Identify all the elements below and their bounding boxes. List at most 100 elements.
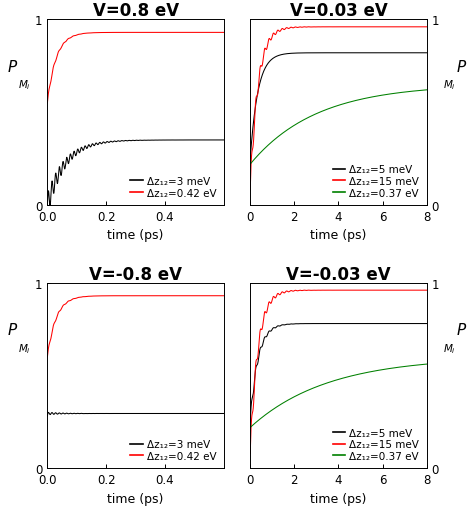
Title: V=0.03 eV: V=0.03 eV — [290, 2, 387, 20]
Title: V=-0.03 eV: V=-0.03 eV — [286, 265, 391, 283]
Text: $M_i$: $M_i$ — [18, 78, 31, 92]
Δz₁₂=0.37 eV — [420, 362, 426, 368]
Δz₁₂=3 meV — [112, 139, 118, 145]
Δz₁₂=15 meV — [310, 24, 316, 31]
Line: Δz₁₂=0.37 eV: Δz₁₂=0.37 eV — [250, 91, 427, 165]
Δz₁₂=0.42 eV — [120, 293, 126, 299]
Legend: Δz₁₂=5 meV, Δz₁₂=15 meV, Δz₁₂=0.37 eV: Δz₁₂=5 meV, Δz₁₂=15 meV, Δz₁₂=0.37 eV — [331, 426, 421, 463]
Δz₁₂=0.37 eV — [315, 111, 321, 117]
Line: Δz₁₂=5 meV: Δz₁₂=5 meV — [250, 324, 427, 422]
Δz₁₂=5 meV — [278, 323, 283, 329]
Line: Δz₁₂=0.37 eV: Δz₁₂=0.37 eV — [250, 364, 427, 428]
Δz₁₂=0.37 eV — [401, 364, 407, 370]
Δz₁₂=0.42 eV — [120, 30, 126, 36]
Δz₁₂=5 meV — [315, 321, 321, 327]
Δz₁₂=0.42 eV — [221, 293, 227, 299]
Δz₁₂=5 meV — [401, 50, 407, 56]
Δz₁₂=5 meV — [267, 59, 273, 65]
Δz₁₂=5 meV — [424, 50, 429, 56]
Line: Δz₁₂=0.42 eV: Δz₁₂=0.42 eV — [47, 33, 224, 104]
Δz₁₂=3 meV — [218, 137, 223, 144]
Δz₁₂=0.42 eV — [218, 30, 223, 36]
Legend: Δz₁₂=5 meV, Δz₁₂=15 meV, Δz₁₂=0.37 eV: Δz₁₂=5 meV, Δz₁₂=15 meV, Δz₁₂=0.37 eV — [331, 163, 421, 200]
Δz₁₂=15 meV — [401, 288, 407, 294]
Δz₁₂=3 meV — [47, 203, 53, 209]
Δz₁₂=5 meV — [267, 328, 273, 334]
Δz₁₂=0.37 eV — [420, 88, 426, 94]
Legend: Δz₁₂=3 meV, Δz₁₂=0.42 eV: Δz₁₂=3 meV, Δz₁₂=0.42 eV — [128, 437, 219, 463]
Δz₁₂=3 meV — [199, 411, 204, 417]
Δz₁₂=15 meV — [278, 28, 283, 34]
Δz₁₂=5 meV — [323, 50, 328, 56]
Δz₁₂=15 meV — [310, 288, 316, 294]
X-axis label: time (ps): time (ps) — [310, 229, 366, 242]
Text: $P$: $P$ — [7, 59, 18, 75]
Δz₁₂=15 meV — [278, 291, 283, 297]
Line: Δz₁₂=3 meV: Δz₁₂=3 meV — [47, 140, 224, 206]
Δz₁₂=0.37 eV — [278, 402, 283, 408]
Δz₁₂=15 meV — [401, 25, 407, 31]
Title: V=-0.8 eV: V=-0.8 eV — [89, 265, 182, 283]
Δz₁₂=0.37 eV — [315, 383, 321, 389]
Δz₁₂=3 meV — [46, 410, 51, 416]
Δz₁₂=5 meV — [278, 52, 283, 59]
Δz₁₂=15 meV — [267, 38, 273, 44]
Δz₁₂=3 meV — [65, 158, 71, 164]
Δz₁₂=0.37 eV — [247, 425, 253, 431]
Δz₁₂=3 meV — [112, 411, 118, 417]
Δz₁₂=0.42 eV — [199, 293, 204, 299]
Δz₁₂=5 meV — [401, 321, 407, 327]
Line: Δz₁₂=15 meV: Δz₁₂=15 meV — [250, 291, 427, 454]
Δz₁₂=0.37 eV — [267, 408, 273, 414]
Δz₁₂=5 meV — [247, 419, 253, 425]
Δz₁₂=0.42 eV — [112, 31, 118, 37]
Legend: Δz₁₂=3 meV, Δz₁₂=0.42 eV: Δz₁₂=3 meV, Δz₁₂=0.42 eV — [128, 175, 219, 200]
Text: $M_i$: $M_i$ — [443, 78, 456, 92]
Δz₁₂=3 meV — [75, 410, 81, 416]
Δz₁₂=0.42 eV — [173, 293, 179, 299]
Δz₁₂=0.42 eV — [178, 30, 184, 36]
Δz₁₂=0.37 eV — [323, 107, 328, 114]
Δz₁₂=3 meV — [65, 411, 71, 417]
Text: $P$: $P$ — [7, 322, 18, 337]
Δz₁₂=0.37 eV — [424, 361, 429, 367]
Δz₁₂=5 meV — [247, 156, 253, 162]
Δz₁₂=15 meV — [315, 288, 321, 294]
Δz₁₂=15 meV — [315, 24, 321, 31]
Δz₁₂=0.42 eV — [221, 30, 227, 36]
Δz₁₂=0.37 eV — [247, 162, 253, 168]
Δz₁₂=3 meV — [75, 147, 81, 153]
Δz₁₂=0.37 eV — [323, 381, 328, 387]
Δz₁₂=0.42 eV — [45, 354, 50, 360]
Δz₁₂=0.37 eV — [401, 90, 407, 96]
Δz₁₂=0.42 eV — [45, 101, 50, 107]
Line: Δz₁₂=3 meV: Δz₁₂=3 meV — [47, 413, 224, 416]
Text: $M_i$: $M_i$ — [18, 341, 31, 355]
Δz₁₂=15 meV — [247, 188, 253, 194]
Δz₁₂=3 meV — [45, 203, 50, 209]
Δz₁₂=3 meV — [120, 411, 126, 417]
Δz₁₂=3 meV — [218, 137, 224, 144]
Text: $P$: $P$ — [456, 322, 467, 337]
Δz₁₂=15 meV — [424, 25, 429, 31]
Δz₁₂=5 meV — [315, 50, 321, 56]
Δz₁₂=3 meV — [199, 137, 204, 144]
Δz₁₂=0.42 eV — [218, 293, 223, 299]
Title: V=0.8 eV: V=0.8 eV — [92, 2, 179, 20]
Δz₁₂=3 meV — [45, 413, 50, 419]
X-axis label: time (ps): time (ps) — [108, 229, 164, 242]
X-axis label: time (ps): time (ps) — [108, 492, 164, 504]
Δz₁₂=15 meV — [323, 25, 328, 31]
Δz₁₂=0.37 eV — [267, 141, 273, 147]
Δz₁₂=5 meV — [424, 321, 429, 327]
Text: $P$: $P$ — [456, 59, 467, 75]
Δz₁₂=15 meV — [424, 288, 429, 294]
Δz₁₂=3 meV — [218, 411, 223, 417]
Δz₁₂=15 meV — [323, 288, 328, 294]
Δz₁₂=0.37 eV — [278, 132, 283, 138]
Δz₁₂=5 meV — [332, 321, 338, 327]
Line: Δz₁₂=5 meV: Δz₁₂=5 meV — [250, 53, 427, 159]
Δz₁₂=15 meV — [247, 450, 253, 457]
Text: $M_i$: $M_i$ — [443, 341, 456, 355]
Line: Δz₁₂=15 meV: Δz₁₂=15 meV — [250, 27, 427, 191]
